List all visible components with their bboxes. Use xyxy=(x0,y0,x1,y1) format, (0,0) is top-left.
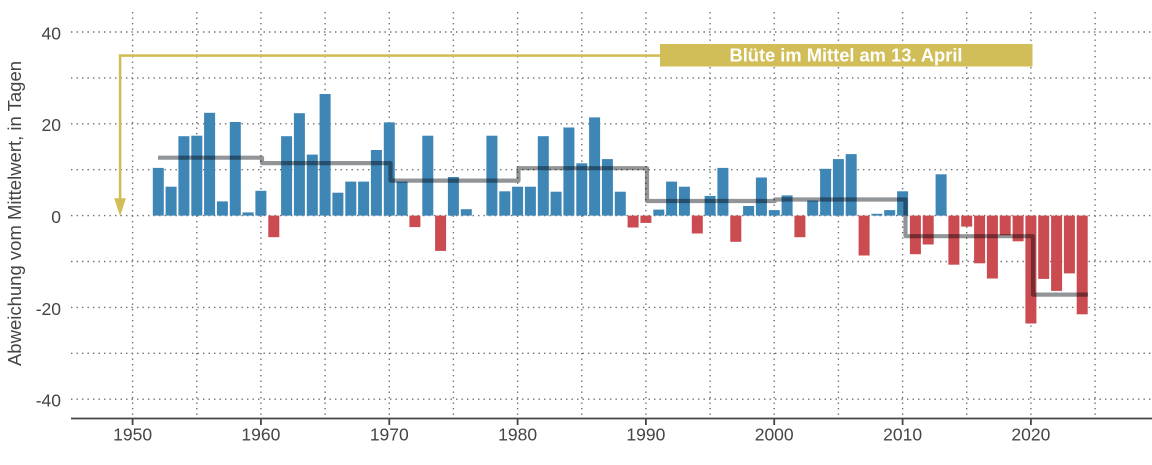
svg-text:Blüte im Mittel am 13. April: Blüte im Mittel am 13. April xyxy=(730,45,963,66)
svg-text:Abweichung vom Mittelwert, in: Abweichung vom Mittelwert, in Tagen xyxy=(4,61,25,366)
svg-text:1970: 1970 xyxy=(370,424,409,444)
svg-text:1950: 1950 xyxy=(113,424,152,444)
svg-text:-20: -20 xyxy=(36,299,62,319)
svg-text:2000: 2000 xyxy=(755,424,794,444)
svg-text:-40: -40 xyxy=(36,391,62,411)
svg-text:40: 40 xyxy=(42,23,62,43)
svg-text:1960: 1960 xyxy=(241,424,280,444)
svg-text:0: 0 xyxy=(51,207,61,227)
svg-text:2020: 2020 xyxy=(1011,424,1050,444)
svg-text:1980: 1980 xyxy=(498,424,537,444)
svg-text:20: 20 xyxy=(42,115,62,135)
svg-text:1990: 1990 xyxy=(626,424,665,444)
svg-text:2010: 2010 xyxy=(883,424,922,444)
